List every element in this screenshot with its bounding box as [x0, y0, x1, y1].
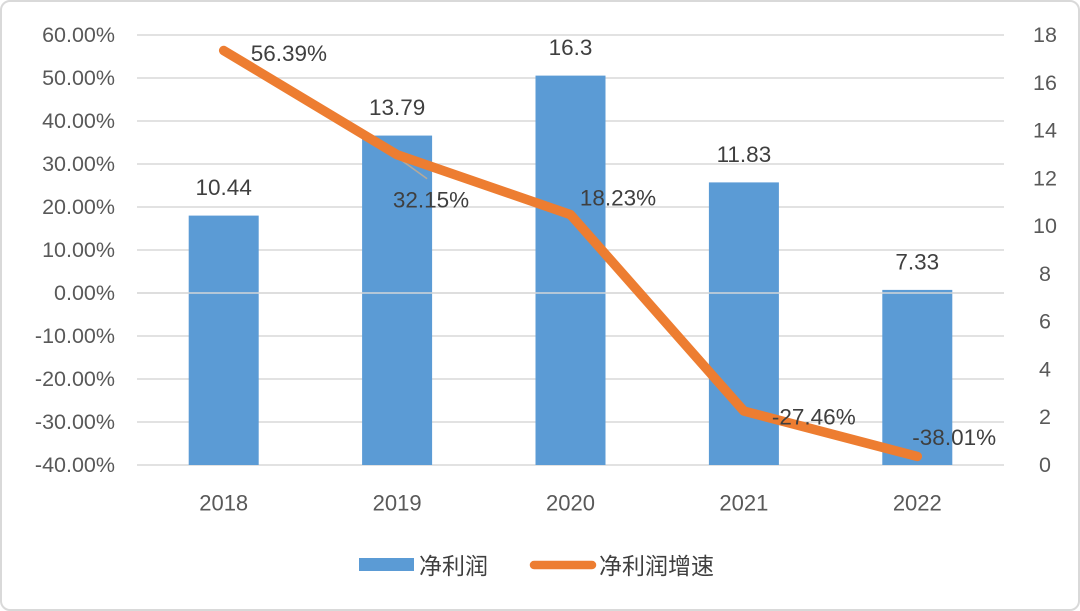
right-axis-tick-label: 10 [1033, 214, 1057, 238]
left-axis-tick-label: -40.00% [35, 453, 115, 477]
x-axis-label-2019: 2019 [373, 491, 422, 516]
line-value-label: -38.01% [912, 425, 996, 450]
legend-label-net-profit: 净利润 [419, 553, 488, 579]
x-axis-label-2021: 2021 [719, 491, 768, 516]
x-axis-labels: 2018 2019 2020 2021 2022 [199, 491, 942, 516]
bar-2022 [882, 289, 953, 465]
right-axis-tick-label: 12 [1033, 166, 1057, 190]
bar-2018 [188, 215, 259, 465]
line-value-label: 18.23% [580, 186, 656, 211]
bar-value-label: 11.83 [717, 142, 772, 167]
right-axis-tick-label: 8 [1039, 262, 1051, 286]
bar-2021 [708, 182, 779, 465]
left-axis-tick-label: -30.00% [35, 410, 115, 434]
right-axis-labels: 18 16 14 12 10 8 6 4 2 0 [1033, 23, 1057, 477]
right-axis-tick-label: 14 [1033, 119, 1057, 143]
line-series-net-profit-growth [218, 45, 923, 462]
left-axis-tick-label: 0.00% [54, 281, 115, 305]
bar-value-label: 13.79 [369, 95, 425, 120]
left-axis-tick-label: -10.00% [35, 324, 115, 348]
right-axis-tick-label: 16 [1033, 71, 1057, 95]
legend-swatch-net-profit-icon [359, 558, 414, 571]
x-axis-label-2022: 2022 [893, 491, 942, 516]
bar-value-label: 7.33 [895, 249, 939, 274]
right-axis-tick-label: 2 [1039, 405, 1051, 429]
x-axis-label-2020: 2020 [546, 491, 595, 516]
left-axis-tick-label: 20.00% [42, 195, 115, 219]
right-axis-tick-label: 6 [1039, 310, 1051, 334]
left-axis-tick-label: 50.00% [42, 66, 115, 90]
right-axis-tick-label: 18 [1033, 23, 1057, 47]
line-value-labels: 56.39% 32.15% 18.23% -27.46% -38.01% [251, 41, 996, 450]
right-axis-tick-label: 0 [1039, 453, 1051, 477]
line-value-label: 32.15% [393, 188, 469, 213]
growth-rate-line [218, 45, 923, 462]
bar-2020 [535, 75, 606, 465]
x-axis-label-2018: 2018 [199, 491, 248, 516]
line-value-label: -27.46% [772, 405, 856, 430]
left-axis-tick-label: 40.00% [42, 109, 115, 133]
line-value-label: 56.39% [251, 41, 327, 66]
legend-label-net-profit-growth: 净利润增速 [599, 553, 714, 579]
right-axis-tick-label: 4 [1039, 357, 1051, 381]
left-axis-tick-label: -20.00% [35, 367, 115, 391]
left-axis-tick-label: 60.00% [42, 23, 115, 47]
bar-value-labels: 10.44 13.79 16.3 11.83 7.33 [196, 35, 940, 274]
left-axis-tick-label: 10.00% [42, 238, 115, 262]
left-axis-tick-label: 30.00% [42, 152, 115, 176]
legend: 净利润 净利润增速 [359, 553, 714, 579]
bar-value-label: 16.3 [549, 35, 593, 60]
bar-2019 [362, 135, 433, 466]
bar-value-label: 10.44 [196, 175, 252, 200]
left-axis-labels: 60.00% 50.00% 40.00% 30.00% 20.00% 10.00% 0.00… [35, 23, 115, 477]
